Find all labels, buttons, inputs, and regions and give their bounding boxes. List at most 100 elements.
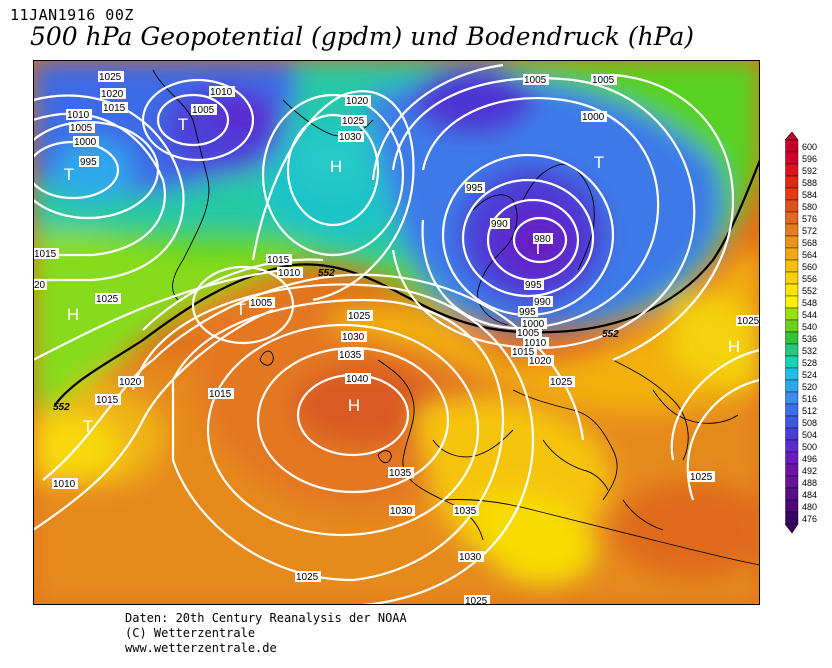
isobar-value-label: 1025 bbox=[95, 293, 121, 305]
svg-text:1015: 1015 bbox=[512, 347, 535, 358]
legend-value-label: 584 bbox=[802, 190, 817, 200]
svg-text:1025: 1025 bbox=[296, 572, 319, 583]
low-center-marker: T bbox=[594, 153, 604, 172]
legend-value-label: 524 bbox=[802, 370, 817, 380]
isobar-value-label: 1005 bbox=[249, 297, 275, 309]
svg-text:1005: 1005 bbox=[70, 123, 93, 134]
isobar-value-label: 980 bbox=[533, 233, 553, 245]
isobar-value-label: 1005 bbox=[69, 122, 95, 134]
isobar-value-label: 1025 bbox=[295, 571, 321, 583]
svg-text:1005: 1005 bbox=[192, 105, 215, 116]
legend-value-label: 528 bbox=[802, 358, 817, 368]
isobar-value-label: 1015 bbox=[208, 388, 234, 400]
legend-swatch bbox=[785, 187, 799, 201]
svg-text:1010: 1010 bbox=[278, 268, 301, 279]
legend-value-label: 548 bbox=[802, 298, 817, 308]
website-link[interactable]: www.wetterzentrale.de bbox=[125, 641, 277, 655]
svg-text:1025: 1025 bbox=[550, 377, 573, 388]
legend-swatch bbox=[785, 271, 799, 285]
isobar-value-label: 1000 bbox=[521, 318, 547, 330]
svg-text:995: 995 bbox=[466, 183, 483, 194]
isobar-labels: 1025102010151010100510009951010100510201… bbox=[33, 71, 760, 605]
isobar-value-label: 995 bbox=[79, 156, 99, 168]
isobar-value-label: 1025 bbox=[98, 71, 124, 83]
legend-value-label: 504 bbox=[802, 430, 817, 440]
isobar-value-label: 990 bbox=[490, 218, 510, 230]
svg-text:1000: 1000 bbox=[522, 319, 545, 330]
legend-swatch bbox=[785, 391, 799, 405]
isobar-value-label: 1020 bbox=[345, 95, 371, 107]
isobar-value-label: 1025 bbox=[347, 310, 373, 322]
map-frame bbox=[33, 60, 760, 605]
svg-text:995: 995 bbox=[525, 280, 542, 291]
legend-top-arrow bbox=[785, 132, 799, 141]
isobar-value-label: 1015 bbox=[511, 346, 537, 358]
isobar-value-label: 1030 bbox=[341, 331, 367, 343]
svg-text:1020: 1020 bbox=[101, 89, 124, 100]
high-center-marker: H bbox=[330, 157, 342, 176]
height-label: 552 bbox=[53, 402, 70, 413]
color-scale-legend bbox=[785, 132, 799, 534]
legend-value-label: 588 bbox=[802, 178, 817, 188]
legend-swatch bbox=[785, 295, 799, 309]
svg-text:1005: 1005 bbox=[250, 298, 273, 309]
legend-value-label: 540 bbox=[802, 322, 817, 332]
legend-swatch bbox=[785, 139, 799, 153]
legend-value-label: 536 bbox=[802, 334, 817, 344]
svg-text:990: 990 bbox=[534, 297, 551, 308]
legend-swatch bbox=[785, 379, 799, 393]
analysis-datetime: 11JAN1916 00Z bbox=[10, 6, 134, 24]
legend-swatch bbox=[785, 367, 799, 381]
legend-swatch bbox=[785, 355, 799, 369]
isobar-value-label: 1015 bbox=[266, 254, 292, 266]
height-552-labels: 552 552 552 bbox=[53, 268, 619, 413]
svg-text:1010: 1010 bbox=[53, 479, 76, 490]
credits: Daten: 20th Century Reanalysis der NOAA … bbox=[125, 611, 407, 656]
legend-bottom-arrow bbox=[785, 523, 799, 534]
legend-swatch bbox=[785, 475, 799, 489]
svg-text:1030: 1030 bbox=[339, 132, 362, 143]
legend-value-label: 492 bbox=[802, 466, 817, 476]
legend-swatch bbox=[785, 283, 799, 297]
legend-value-label: 516 bbox=[802, 394, 817, 404]
isobar-value-label: 1020 bbox=[118, 376, 144, 388]
legend-swatch bbox=[785, 211, 799, 225]
legend-swatch bbox=[785, 343, 799, 357]
legend-value-label: 600 bbox=[802, 142, 817, 152]
isobar-value-label: 1010 bbox=[209, 86, 235, 98]
legend-value-label: 572 bbox=[802, 226, 817, 236]
svg-text:1000: 1000 bbox=[74, 137, 97, 148]
isobar-value-label: 20 bbox=[33, 279, 47, 291]
legend-swatch bbox=[785, 163, 799, 177]
isobar-value-label: 1015 bbox=[95, 394, 121, 406]
legend-value-label: 500 bbox=[802, 442, 817, 452]
svg-text:1015: 1015 bbox=[267, 255, 290, 266]
legend-value-label: 560 bbox=[802, 262, 817, 272]
svg-text:1035: 1035 bbox=[389, 468, 412, 479]
svg-text:1015: 1015 bbox=[96, 395, 119, 406]
svg-text:980: 980 bbox=[534, 234, 551, 245]
svg-text:1025: 1025 bbox=[737, 316, 760, 327]
svg-text:1010: 1010 bbox=[210, 87, 233, 98]
legend-swatch bbox=[785, 175, 799, 189]
isobar-value-label: 1005 bbox=[591, 74, 617, 86]
legend-value-label: 576 bbox=[802, 214, 817, 224]
svg-text:1010: 1010 bbox=[524, 338, 547, 349]
svg-text:1025: 1025 bbox=[690, 472, 713, 483]
svg-text:1020: 1020 bbox=[119, 377, 142, 388]
isobar-value-label: 1000 bbox=[73, 136, 99, 148]
svg-text:1030: 1030 bbox=[342, 332, 365, 343]
low-center-marker: T bbox=[83, 417, 93, 436]
svg-text:1015: 1015 bbox=[34, 249, 57, 260]
svg-text:1010: 1010 bbox=[67, 110, 90, 121]
legend-swatch bbox=[785, 403, 799, 417]
svg-text:990: 990 bbox=[491, 219, 508, 230]
svg-text:1005: 1005 bbox=[524, 75, 547, 86]
isobar-value-label: 1015 bbox=[102, 102, 128, 114]
svg-text:1015: 1015 bbox=[103, 103, 126, 114]
svg-text:1025: 1025 bbox=[348, 311, 371, 322]
copyright: (C) Wetterzentrale bbox=[125, 626, 256, 640]
svg-text:1000: 1000 bbox=[582, 112, 605, 123]
legend-swatch bbox=[785, 259, 799, 273]
legend-value-label: 596 bbox=[802, 154, 817, 164]
